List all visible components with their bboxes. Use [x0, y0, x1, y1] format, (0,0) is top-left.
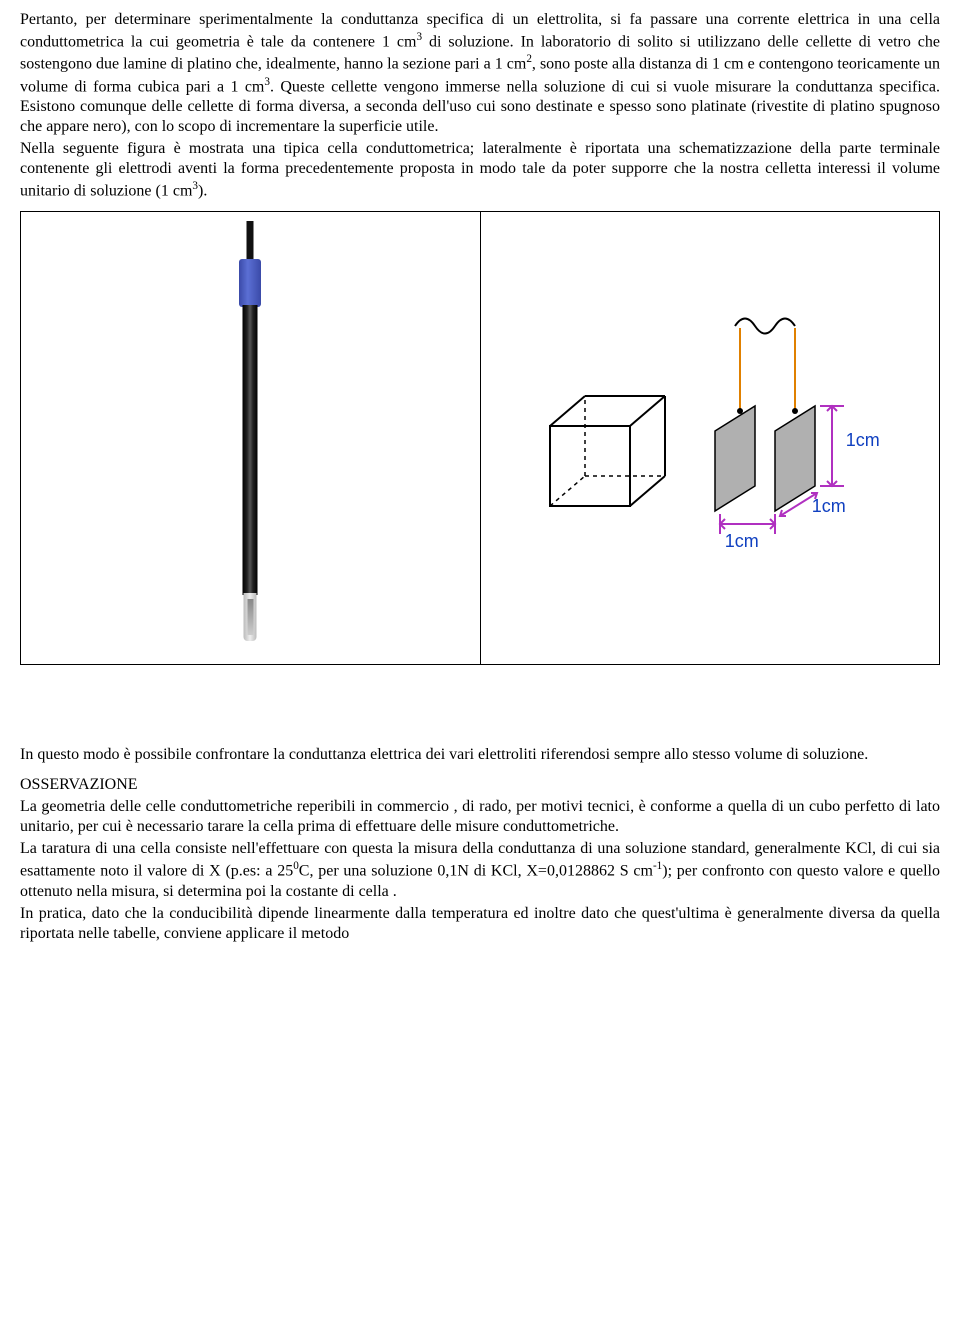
probe-illustration: [215, 221, 285, 651]
figure-table: 1cm 1cm 1cm: [20, 211, 940, 665]
cell-diagram-svg: [520, 306, 900, 566]
figure-cell-diagram: 1cm 1cm 1cm: [480, 212, 940, 665]
document-page: Pertanto, per determinare sperimentalmen…: [0, 0, 960, 966]
paragraph-3: In questo modo è possibile confrontare l…: [20, 745, 940, 765]
observation-heading: OSSERVAZIONE: [20, 775, 940, 795]
paragraph-5: La taratura di una cella consiste nell'e…: [20, 839, 940, 901]
paragraph-4: La geometria delle celle conduttometrich…: [20, 797, 940, 837]
probe-cable: [247, 221, 254, 261]
probe-shaft: [243, 305, 258, 595]
paragraph-1: Pertanto, per determinare sperimentalmen…: [20, 10, 940, 137]
paragraph-6: In pratica, dato che la conducibilità di…: [20, 904, 940, 944]
dim-label-depth: 1cm: [812, 496, 846, 517]
dim-label-height: 1cm: [846, 430, 880, 451]
probe-collar: [239, 259, 261, 307]
figure-cell-probe: [21, 212, 481, 665]
paragraph-2: Nella seguente figura è mostrata una tip…: [20, 139, 940, 201]
superscript: -1: [653, 860, 662, 872]
text-run: C, per una soluzione 0,1N di KCl, X=0,01…: [299, 863, 653, 880]
text-run: Nella seguente figura è mostrata una tip…: [20, 140, 940, 199]
dim-label-width: 1cm: [725, 531, 759, 552]
probe-tip: [244, 593, 257, 641]
cell-diagram: 1cm 1cm 1cm: [520, 306, 900, 566]
text-run: ).: [198, 182, 207, 199]
probe-tip-inner: [247, 599, 253, 635]
